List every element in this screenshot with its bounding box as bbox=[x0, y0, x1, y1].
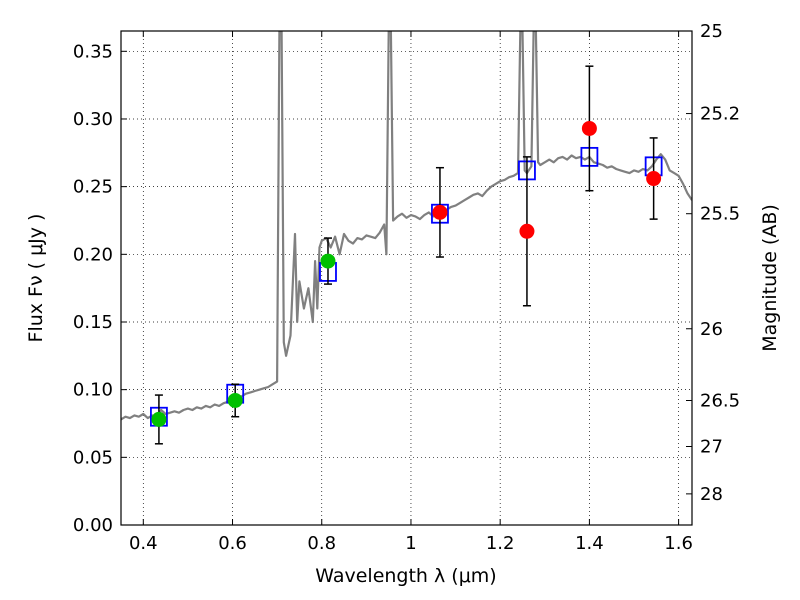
right-tick-label: 28 bbox=[700, 484, 723, 505]
x-axis-label: Wavelength λ (μm) bbox=[315, 565, 496, 587]
x-tick-label: 1 bbox=[405, 533, 416, 554]
right-tick-label: 26.5 bbox=[700, 390, 740, 411]
right-tick-label: 27 bbox=[700, 437, 723, 458]
right-tick-label: 25.2 bbox=[700, 104, 740, 125]
plot-frame bbox=[120, 30, 693, 526]
grid-lines bbox=[121, 31, 692, 525]
observed-point bbox=[151, 411, 167, 427]
observed-point bbox=[646, 171, 662, 187]
right-tick-label: 26 bbox=[700, 319, 723, 340]
y-tick-label: 0.25 bbox=[73, 177, 113, 198]
observed-point bbox=[432, 204, 448, 220]
x-tick-label: 0.6 bbox=[218, 533, 247, 554]
y-tick-label: 0.05 bbox=[73, 447, 113, 468]
y-tick-label: 0.15 bbox=[73, 312, 113, 333]
y-tick-label: 0.35 bbox=[73, 41, 113, 62]
x-tick-label: 0.4 bbox=[129, 533, 158, 554]
right-tick-label: 25.5 bbox=[700, 204, 740, 225]
y-tick-label: 0.20 bbox=[73, 244, 113, 265]
y-axis-label-left: Flux Fν ( μJy ) bbox=[25, 214, 47, 343]
plot-area bbox=[121, 31, 692, 445]
y-tick-label: 0.10 bbox=[73, 380, 113, 401]
x-tick-label: 1.6 bbox=[664, 533, 693, 554]
sed-model-line bbox=[121, 31, 692, 421]
x-tick-label: 0.8 bbox=[307, 533, 336, 554]
observed-point bbox=[320, 253, 336, 269]
axes: 0.4 0.6 0.8 1 1.2 1.4 1.6 0.00 0.05 0.10 0.15 0.20 0… bbox=[73, 21, 740, 554]
observed-point bbox=[227, 392, 243, 408]
observed-point bbox=[581, 120, 597, 136]
x-tick-label: 1.2 bbox=[486, 533, 515, 554]
right-tick-label: 25 bbox=[700, 21, 723, 42]
observed-point bbox=[519, 223, 535, 239]
y-tick-label: 0.00 bbox=[73, 515, 113, 536]
y-tick-label: 0.30 bbox=[73, 109, 113, 130]
y-axis-label-right: Magnitude (AB) bbox=[759, 204, 781, 352]
x-tick-label: 1.4 bbox=[575, 533, 604, 554]
data-layer bbox=[121, 31, 692, 445]
